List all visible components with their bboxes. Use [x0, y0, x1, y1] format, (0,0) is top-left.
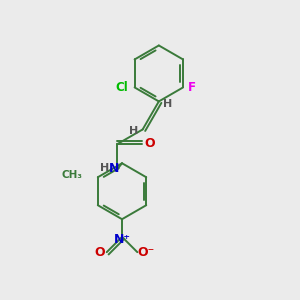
Text: H: H	[163, 99, 172, 109]
Text: N⁺: N⁺	[113, 233, 130, 246]
Text: CH₃: CH₃	[61, 170, 82, 180]
Text: N: N	[109, 162, 119, 175]
Text: Cl: Cl	[116, 81, 129, 94]
Text: O: O	[145, 137, 155, 150]
Text: O⁻: O⁻	[137, 246, 154, 259]
Text: H: H	[129, 126, 138, 136]
Text: F: F	[188, 81, 196, 94]
Text: O: O	[94, 246, 105, 259]
Text: H: H	[100, 164, 109, 173]
